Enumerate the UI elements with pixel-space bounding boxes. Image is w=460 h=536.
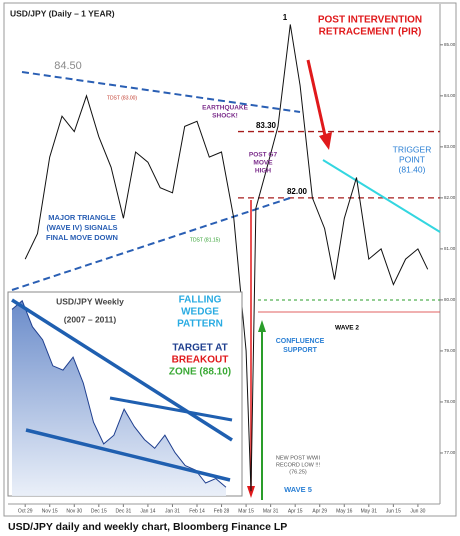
x-tick-label: Jan 14	[140, 508, 155, 514]
annotation: RECORD LOW !!!	[276, 462, 320, 468]
caption: USD/JPY daily and weekly chart, Bloomber…	[8, 521, 287, 533]
y-tick-label: 83.00	[444, 144, 456, 149]
x-tick-label: Dec 31	[115, 508, 131, 514]
annotation: TDST (81.15)	[190, 237, 221, 243]
x-tick-label: Jan 31	[165, 508, 180, 514]
wedge-upper	[11, 298, 233, 442]
annotation: BREAKOUT	[172, 355, 229, 366]
x-tick-label: Feb 14	[189, 508, 205, 514]
annotation: SHOCK!	[212, 113, 238, 120]
x-tick-label: Feb 28	[214, 508, 230, 514]
annotation: WAVE 5	[284, 485, 312, 494]
annotation: FALLING	[179, 295, 222, 306]
x-tick-label: May 16	[336, 508, 353, 514]
x-tick-label: Nov 30	[66, 508, 82, 514]
x-tick-label: Apr 15	[288, 508, 303, 514]
annotation: PATTERN	[177, 319, 223, 330]
pir-arrowhead	[319, 132, 332, 150]
x-tick-label: Apr 29	[312, 508, 327, 514]
annotation: (WAVE IV) SIGNALS	[46, 223, 117, 232]
annotation: RETRACEMENT (PIR)	[319, 27, 422, 38]
annotation: SUPPORT	[283, 347, 318, 354]
trigger-line	[322, 159, 441, 233]
inset-title: USD/JPY Weekly	[56, 296, 124, 306]
annotation: NEW POST WWII	[276, 455, 321, 461]
chart-title: USD/JPY (Daily – 1 YEAR)	[10, 8, 115, 18]
area-fill	[12, 300, 226, 496]
annotation: POINT	[399, 154, 425, 164]
x-tick-label: Mar 15	[238, 508, 254, 514]
annotation: WAVE 2	[335, 325, 359, 332]
x-tick-label: Dec 15	[91, 508, 107, 514]
x-tick-label: Mar 31	[263, 508, 279, 514]
wedge-lower	[25, 428, 231, 482]
red-arrowhead	[247, 486, 255, 498]
x-tick-label: Nov 15	[42, 508, 58, 514]
pir-arrow	[306, 59, 328, 141]
x-tick-label: Jun 30	[410, 508, 425, 514]
annotation: MOVE	[253, 160, 273, 167]
inset-subtitle: (2007 – 2011)	[64, 314, 117, 324]
x-tick-label: Jun 15	[386, 508, 401, 514]
y-tick-label: 82.00	[444, 195, 456, 200]
annotation: POST INTERVENTION	[318, 15, 422, 26]
x-tick-label: Oct 29	[18, 508, 33, 514]
triangle-lower	[11, 197, 291, 291]
y-tick-label: 77.00	[444, 450, 456, 455]
annotation: (76.25)	[289, 469, 307, 475]
green-arrowhead	[258, 320, 266, 332]
annotation: HIGH	[255, 168, 272, 175]
annotation: EARTHQUAKE	[202, 105, 249, 112]
annotation: 1	[283, 13, 288, 22]
annotation: POST G7	[249, 152, 278, 159]
annotation: (81.40)	[399, 164, 426, 174]
y-tick-label: 80.00	[444, 297, 456, 302]
price-line	[24, 24, 429, 492]
annotation: TDST (83.00)	[107, 95, 138, 101]
y-tick-label: 78.00	[444, 399, 456, 404]
y-tick-label: 79.00	[444, 348, 456, 353]
annotation: ZONE (88.10)	[169, 367, 231, 378]
y-tick-label: 85.00	[444, 42, 456, 47]
wedge-mid	[109, 396, 233, 422]
annotation: MAJOR TRIANGLE	[48, 213, 116, 222]
y-tick-label: 81.00	[444, 246, 456, 251]
annotation: WEDGE	[181, 307, 219, 318]
annotation: 84.50	[54, 60, 82, 72]
weekly-line	[11, 299, 227, 488]
annotation: 83.30	[256, 121, 277, 130]
annotation: TRIGGER	[393, 144, 432, 154]
y-tick-label: 84.00	[444, 93, 456, 98]
annotation: 82.00	[287, 187, 308, 196]
triangle-upper	[21, 71, 301, 113]
annotation: FINAL MOVE DOWN	[46, 233, 118, 242]
annotation: CONFLUENCE	[276, 338, 325, 345]
annotation: TARGET AT	[172, 343, 227, 354]
x-tick-label: May 31	[361, 508, 378, 514]
